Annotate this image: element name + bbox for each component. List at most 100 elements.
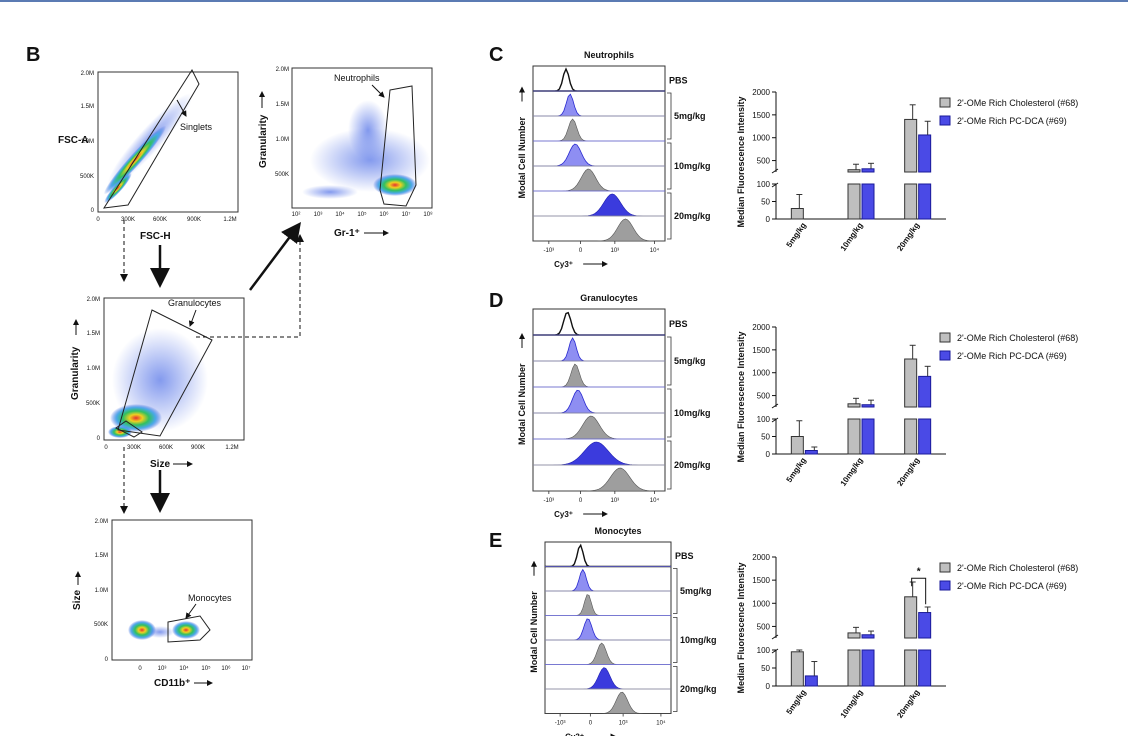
y-tick-label: 1500	[752, 576, 770, 585]
granulocytes-gate	[117, 309, 213, 437]
singlets-gate	[103, 68, 200, 209]
legend-swatch	[939, 332, 951, 343]
gating-flow-arrows	[120, 220, 304, 514]
panel-label-d: D	[489, 290, 504, 312]
panel-label-b: B	[26, 44, 41, 66]
y-tick: 2.0M	[276, 67, 289, 73]
dose-label: 5mg/kg	[680, 586, 712, 596]
x-tick-labels: 10² 10³ 10⁴ 10⁵ 10⁶ 10⁷ 10⁸	[292, 211, 433, 218]
bar	[918, 649, 932, 687]
histogram-stack-granulocytes: -10³ 0 10³ 10⁴ Granulocytes Modal Cell Number…	[517, 293, 711, 519]
dose-label: PBS	[669, 76, 688, 86]
dose-label: 10mg/kg	[680, 635, 717, 645]
dose-bracket	[667, 440, 672, 490]
axis-break-mark	[771, 168, 779, 174]
dose-label: 10mg/kg	[674, 408, 711, 418]
significance-mark: *	[917, 566, 921, 577]
dose-label: 10mg/kg	[674, 161, 711, 171]
x-tick-label: -10³	[544, 248, 555, 254]
axis-break-mark	[771, 182, 779, 188]
axis-break-mark	[771, 417, 779, 423]
histogram-peak	[533, 337, 665, 362]
x-tick-label: -10³	[555, 721, 566, 727]
x-tick: 0	[104, 445, 108, 451]
y-tick-label: 2000	[752, 553, 770, 562]
x-tick: 10⁴	[335, 211, 345, 218]
histogram-peak	[545, 594, 671, 616]
bar	[847, 632, 861, 639]
y-axis-label: Granularity	[258, 114, 269, 168]
category-label: 5mg/kg	[785, 456, 809, 484]
histogram-peak	[545, 642, 671, 665]
histogram-peak	[545, 568, 671, 592]
y-tick-label: 50	[761, 198, 770, 207]
legend-swatch	[939, 115, 951, 126]
histogram-peak	[533, 311, 665, 336]
bar	[847, 649, 861, 687]
y-tick-label: 100	[757, 180, 771, 189]
histogram-peak	[533, 143, 665, 167]
dose-bracket	[673, 666, 678, 712]
x-tick-label: 10³	[611, 498, 620, 504]
x-axis-label: Size	[150, 459, 170, 470]
category-label: 20mg/kg	[895, 688, 921, 720]
histogram-peak	[533, 118, 665, 142]
y-tick: 500K	[86, 401, 100, 407]
y-tick: 500K	[94, 622, 108, 628]
bar	[904, 183, 918, 220]
y-tick-label: 1000	[752, 369, 770, 378]
bar	[918, 134, 932, 173]
density-cloud	[128, 620, 200, 640]
x-tick: 10³	[158, 666, 167, 672]
y-tick: 1.5M	[95, 553, 108, 559]
histogram-peak	[533, 467, 665, 492]
panel-label-c: C	[489, 44, 504, 66]
y-tick: 0	[91, 208, 95, 214]
monocytes-pre-gate	[115, 420, 143, 438]
bar	[918, 418, 932, 455]
histogram-title: Granulocytes	[580, 293, 638, 303]
bar	[861, 404, 875, 408]
x-tick-label: 10⁴	[656, 720, 666, 727]
category-label: 5mg/kg	[785, 221, 809, 249]
gate-label: Singlets	[180, 122, 213, 132]
y-tick-label: 2000	[752, 88, 770, 97]
bar	[918, 375, 932, 408]
x-tick-label: 10⁴	[650, 497, 660, 504]
y-tick-labels: 2.0M 1.5M 1.0M 500K 0	[86, 297, 101, 442]
bar	[918, 183, 932, 220]
y-tick-label: 100	[757, 646, 771, 655]
dose-label: 5mg/kg	[674, 356, 706, 366]
x-tick: 10²	[292, 212, 301, 218]
y-tick: 2.0M	[95, 519, 108, 525]
x-tick: 10⁵	[357, 211, 367, 218]
legend-label: 2'-OMe Rich PC-DCA (#69)	[957, 581, 1067, 591]
dose-bracket	[673, 617, 678, 663]
x-tick: 600K	[153, 217, 167, 223]
bar	[790, 208, 804, 220]
bar-chart-granulocytes: 0 50 100 500 1000 1500 2000 5mg/kg 10mg/kg 20mg/k…	[736, 323, 1078, 488]
category-label: 5mg/kg	[785, 688, 809, 716]
gate-label: Granulocytes	[168, 298, 222, 308]
x-tick: 10³	[314, 212, 323, 218]
axis-break-mark	[771, 648, 779, 654]
legend-label: 2'-OMe Rich Cholesterol (#68)	[957, 333, 1078, 343]
x-axis-label: Cy3⁺	[554, 260, 573, 269]
bar	[861, 183, 875, 220]
y-tick-label: 0	[766, 215, 771, 224]
x-tick-labels: 0 300K 600K 900K 1.2M	[104, 445, 238, 451]
y-axis-label: Median Fluorescence Intensity	[736, 562, 746, 693]
y-tick-label: 0	[766, 450, 771, 459]
bar	[847, 418, 861, 455]
bar	[861, 418, 875, 455]
x-tick: 900K	[191, 445, 205, 451]
y-tick-label: 50	[761, 433, 770, 442]
x-tick-labels: 0 300K 600K 900K 1.2M	[96, 217, 236, 223]
plot-frame	[97, 71, 239, 213]
y-tick-label: 1000	[752, 599, 770, 608]
y-axis-label: Modal Cell Number	[529, 591, 539, 673]
bar	[904, 118, 918, 173]
y-axis-label: Median Fluorescence Intensity	[736, 96, 746, 227]
histogram-peak	[545, 543, 671, 568]
y-tick: 1.0M	[276, 137, 289, 143]
